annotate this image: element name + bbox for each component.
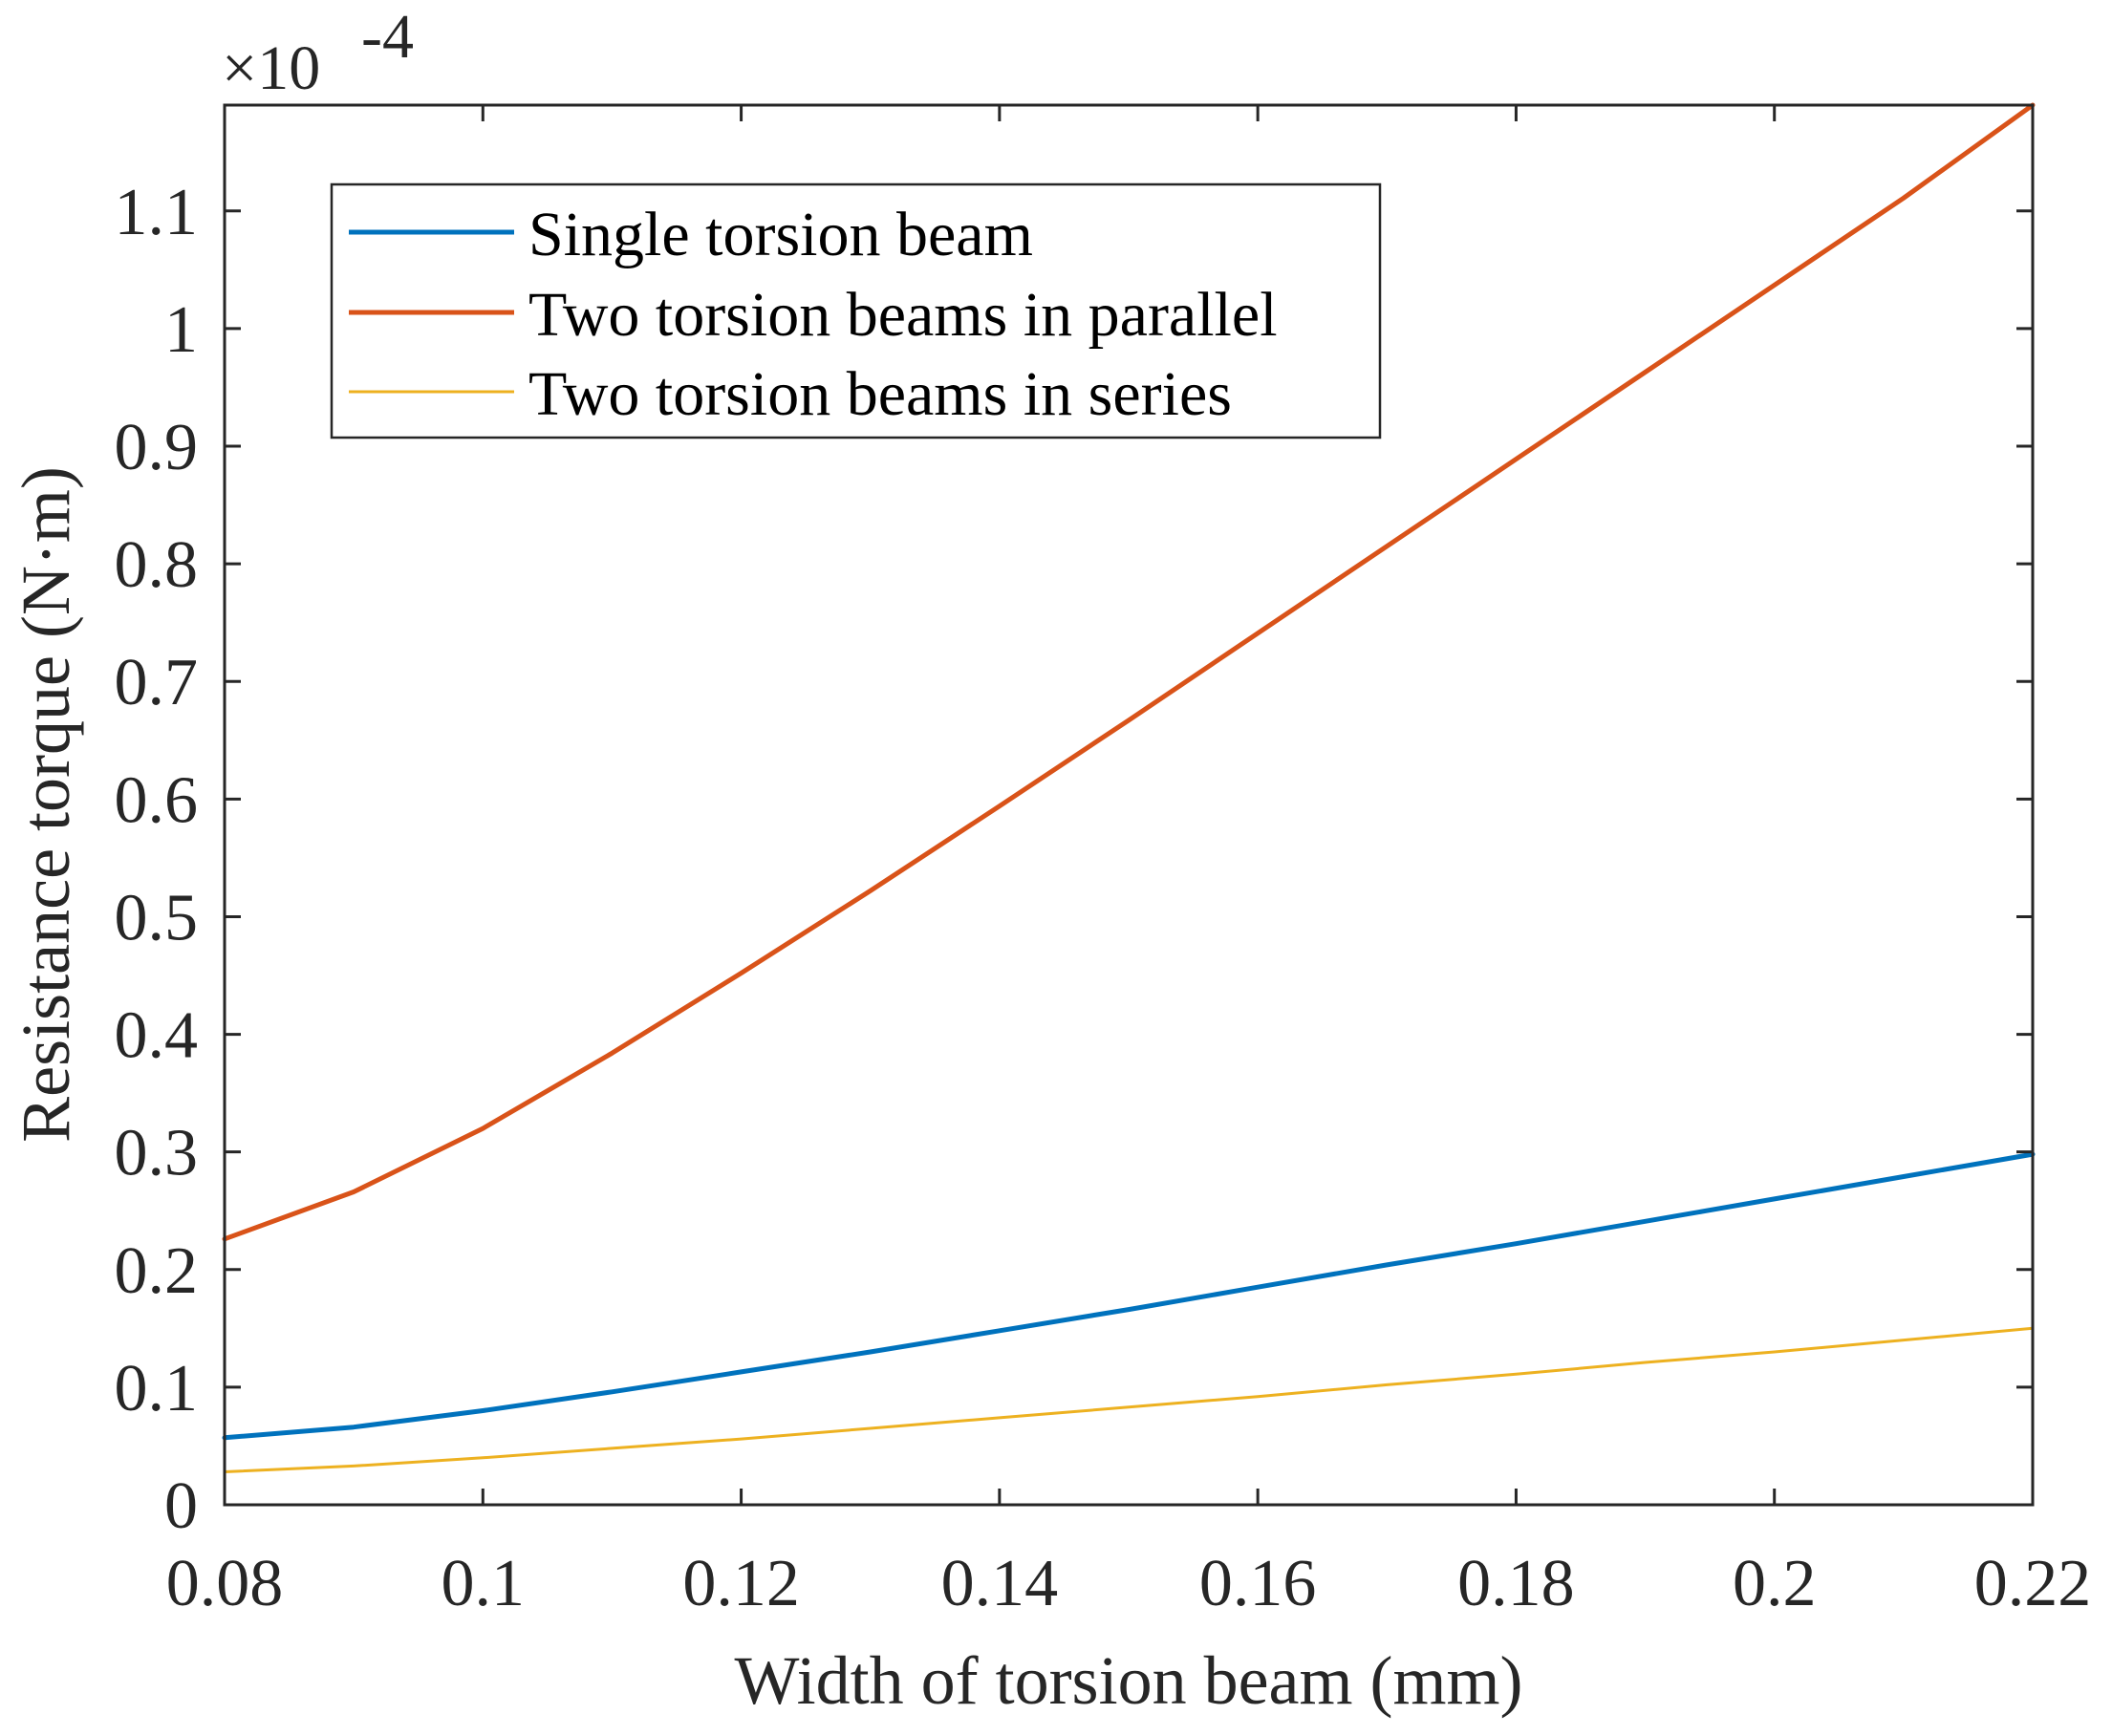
plot-area-frame xyxy=(223,103,2035,1507)
y-tick-label: 0.4 xyxy=(115,999,199,1073)
y-tick-label: 0.5 xyxy=(115,881,199,954)
y-tick-label: 0.6 xyxy=(115,763,199,837)
y-tick-labels: 0 0.1 0.2 0.3 0.4 0.5 0.6 0.7 0.8 0.9 1 1.1 xyxy=(115,176,199,1543)
y-tick-label: 0.9 xyxy=(115,411,199,484)
series-line-two-torsion-beams-in-series xyxy=(223,1326,2035,1473)
y-tick-label: 1.1 xyxy=(115,176,199,249)
x-tick-label: 0.08 xyxy=(166,1547,284,1620)
x-tick-label: 0.1 xyxy=(442,1547,526,1620)
x-tick-label: 0.14 xyxy=(941,1547,1059,1620)
y-tick-label: 0.2 xyxy=(115,1234,199,1308)
y-exponent-base: ×10 xyxy=(222,33,320,103)
legend: Single torsion beam Two torsion beams in… xyxy=(330,182,1382,439)
y-axis-label: Resistance torque (N·m) xyxy=(8,466,84,1143)
legend-label-single: Single torsion beam xyxy=(528,200,1033,269)
series-line-two-torsion-beams-in-parallel xyxy=(222,102,2036,1242)
x-tick-label: 0.18 xyxy=(1457,1547,1575,1620)
y-tick-label: 0.8 xyxy=(115,528,199,602)
x-tick-label: 0.22 xyxy=(1974,1547,2092,1620)
x-tick-labels: 0.08 0.1 0.12 0.14 0.16 0.18 0.2 0.22 xyxy=(166,1547,2092,1620)
x-tick-label: 0.2 xyxy=(1733,1547,1817,1620)
x-axis-label: Width of torsion beam (mm) xyxy=(735,1642,1523,1719)
legend-label-series: Two torsion beams in series xyxy=(528,359,1232,429)
x-tick-label: 0.16 xyxy=(1199,1547,1317,1620)
series-line-single-torsion-beam xyxy=(222,1151,2036,1441)
legend-label-parallel: Two torsion beams in parallel xyxy=(528,280,1278,350)
series-layer xyxy=(222,102,2036,1473)
y-tick-label: 0 xyxy=(164,1469,198,1543)
y-tick-label: 0.3 xyxy=(115,1117,199,1190)
y-exponent-power: -4 xyxy=(361,2,414,72)
y-tick-label: 1 xyxy=(164,293,198,367)
y-tick-label: 0.1 xyxy=(115,1352,199,1425)
x-tick-label: 0.12 xyxy=(682,1547,800,1620)
y-tick-label: 0.7 xyxy=(115,646,199,719)
